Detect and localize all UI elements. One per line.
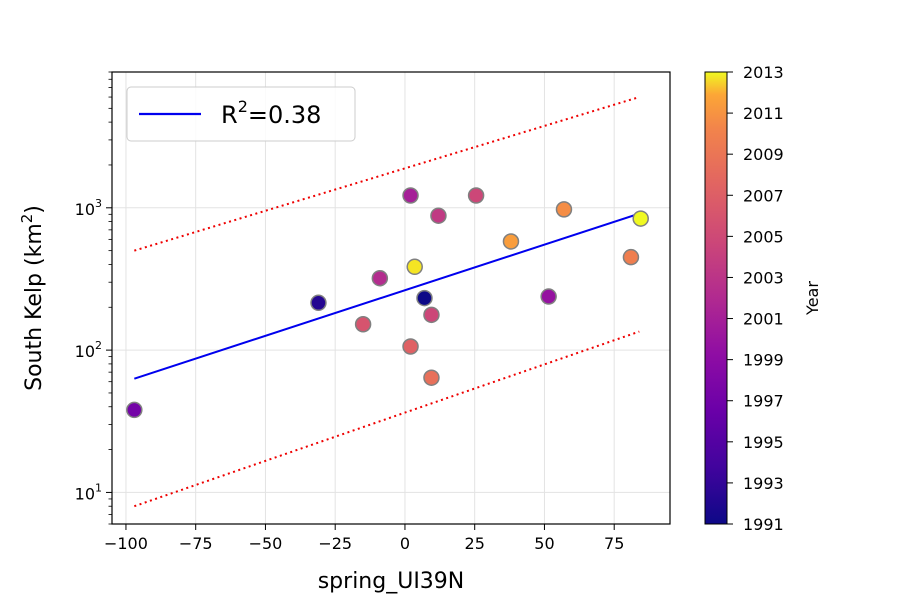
- x-axis-title: spring_UI39N: [318, 569, 465, 594]
- x-tick-label: −100: [104, 534, 148, 553]
- colorbar-tick-label: 1991: [743, 515, 784, 534]
- colorbar-tick-label: 2003: [743, 268, 784, 287]
- colorbar-tick-label: 2007: [743, 186, 784, 205]
- x-tick-label: 0: [400, 534, 410, 553]
- scatter-point: [423, 306, 440, 324]
- scatter-point: [430, 207, 447, 224]
- x-tick-label: −75: [179, 534, 213, 553]
- legend-box: [126, 86, 356, 142]
- scatter-point: [632, 210, 649, 227]
- plot-frame: [111, 71, 671, 525]
- colorbar-tick-label: 2009: [743, 145, 784, 164]
- colorbar-tick-label: 2001: [743, 310, 784, 329]
- colorbar-ticks: 1991 1993 1995 1997 1999 2001 2003 2005 2007 2009…: [727, 63, 784, 534]
- scatter-point: [354, 315, 372, 333]
- colorbar: 1991 1993 1995 1997 1999 2001 2003 2005 2007 2009…: [704, 63, 822, 534]
- colorbar-tick-label: 1997: [743, 392, 784, 411]
- colorbar-tick-label: 2011: [743, 104, 784, 123]
- scatter-point: [371, 269, 389, 287]
- fit-line: [134, 212, 640, 380]
- x-axis-ticks: −100 −75 −50 −25 0 25 50 75: [104, 524, 624, 553]
- legend-label: R2=0.38: [221, 97, 321, 129]
- x-tick-label: −25: [318, 534, 352, 553]
- scatter-point: [555, 201, 573, 218]
- scatter-point: [467, 187, 485, 204]
- colorbar-tick-label: 2013: [743, 63, 784, 82]
- x-tick-label: 75: [604, 534, 624, 553]
- scatter-point: [622, 248, 640, 266]
- lower-bound-line: [133, 330, 640, 508]
- colorbar-tick-label: 1999: [743, 351, 784, 370]
- scatter-point: [540, 288, 557, 305]
- scatter-point: [126, 401, 143, 419]
- scatter-point: [423, 369, 440, 386]
- y-tick-label: 101: [75, 481, 102, 503]
- x-tick-label: −50: [249, 534, 283, 553]
- colorbar-tick-label: 1993: [743, 474, 784, 493]
- y-tick-label: 102: [75, 339, 102, 361]
- colorbar-tick-label: 1995: [743, 433, 784, 452]
- y-tick-label: 103: [75, 197, 102, 219]
- colorbar-tick-label: 2005: [743, 227, 784, 246]
- grid-lines: [112, 72, 670, 524]
- y-axis-title: South Kelp (km2): [18, 205, 47, 391]
- legend: R2=0.38: [126, 86, 356, 142]
- scatter-point: [502, 233, 520, 250]
- scatter-point: [310, 294, 327, 312]
- prediction-bounds: [133, 96, 640, 508]
- scatter-point: [402, 187, 419, 204]
- x-tick-label: 25: [465, 534, 485, 553]
- x-tick-label: 50: [534, 534, 554, 553]
- scatter-point: [402, 338, 419, 355]
- fit-line-group: [134, 212, 640, 380]
- scatter-point: [406, 258, 423, 276]
- y-axis-ticks: 101 102 103: [75, 71, 112, 525]
- colorbar-gradient: [704, 71, 728, 525]
- scatter-points: [126, 187, 649, 419]
- scatter-point: [416, 289, 433, 307]
- colorbar-title: Year: [803, 281, 822, 316]
